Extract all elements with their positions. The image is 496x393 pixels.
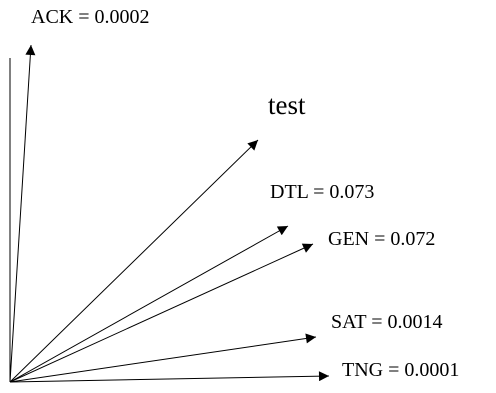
gen-arrow [9,243,314,383]
ack-arrow [9,44,36,383]
dtl-arrow [9,225,289,383]
gen-label: GEN = 0.072 [328,228,435,250]
sat-label: SAT = 0.0014 [331,311,442,333]
test-arrow [9,139,259,383]
test-label: test [268,90,306,120]
ack-label: ACK = 0.0002 [31,6,150,28]
tng-arrow [9,371,330,383]
sat-arrow [9,333,317,383]
tng-label: TNG = 0.0001 [342,359,459,381]
dtl-label: DTL = 0.073 [270,181,374,203]
